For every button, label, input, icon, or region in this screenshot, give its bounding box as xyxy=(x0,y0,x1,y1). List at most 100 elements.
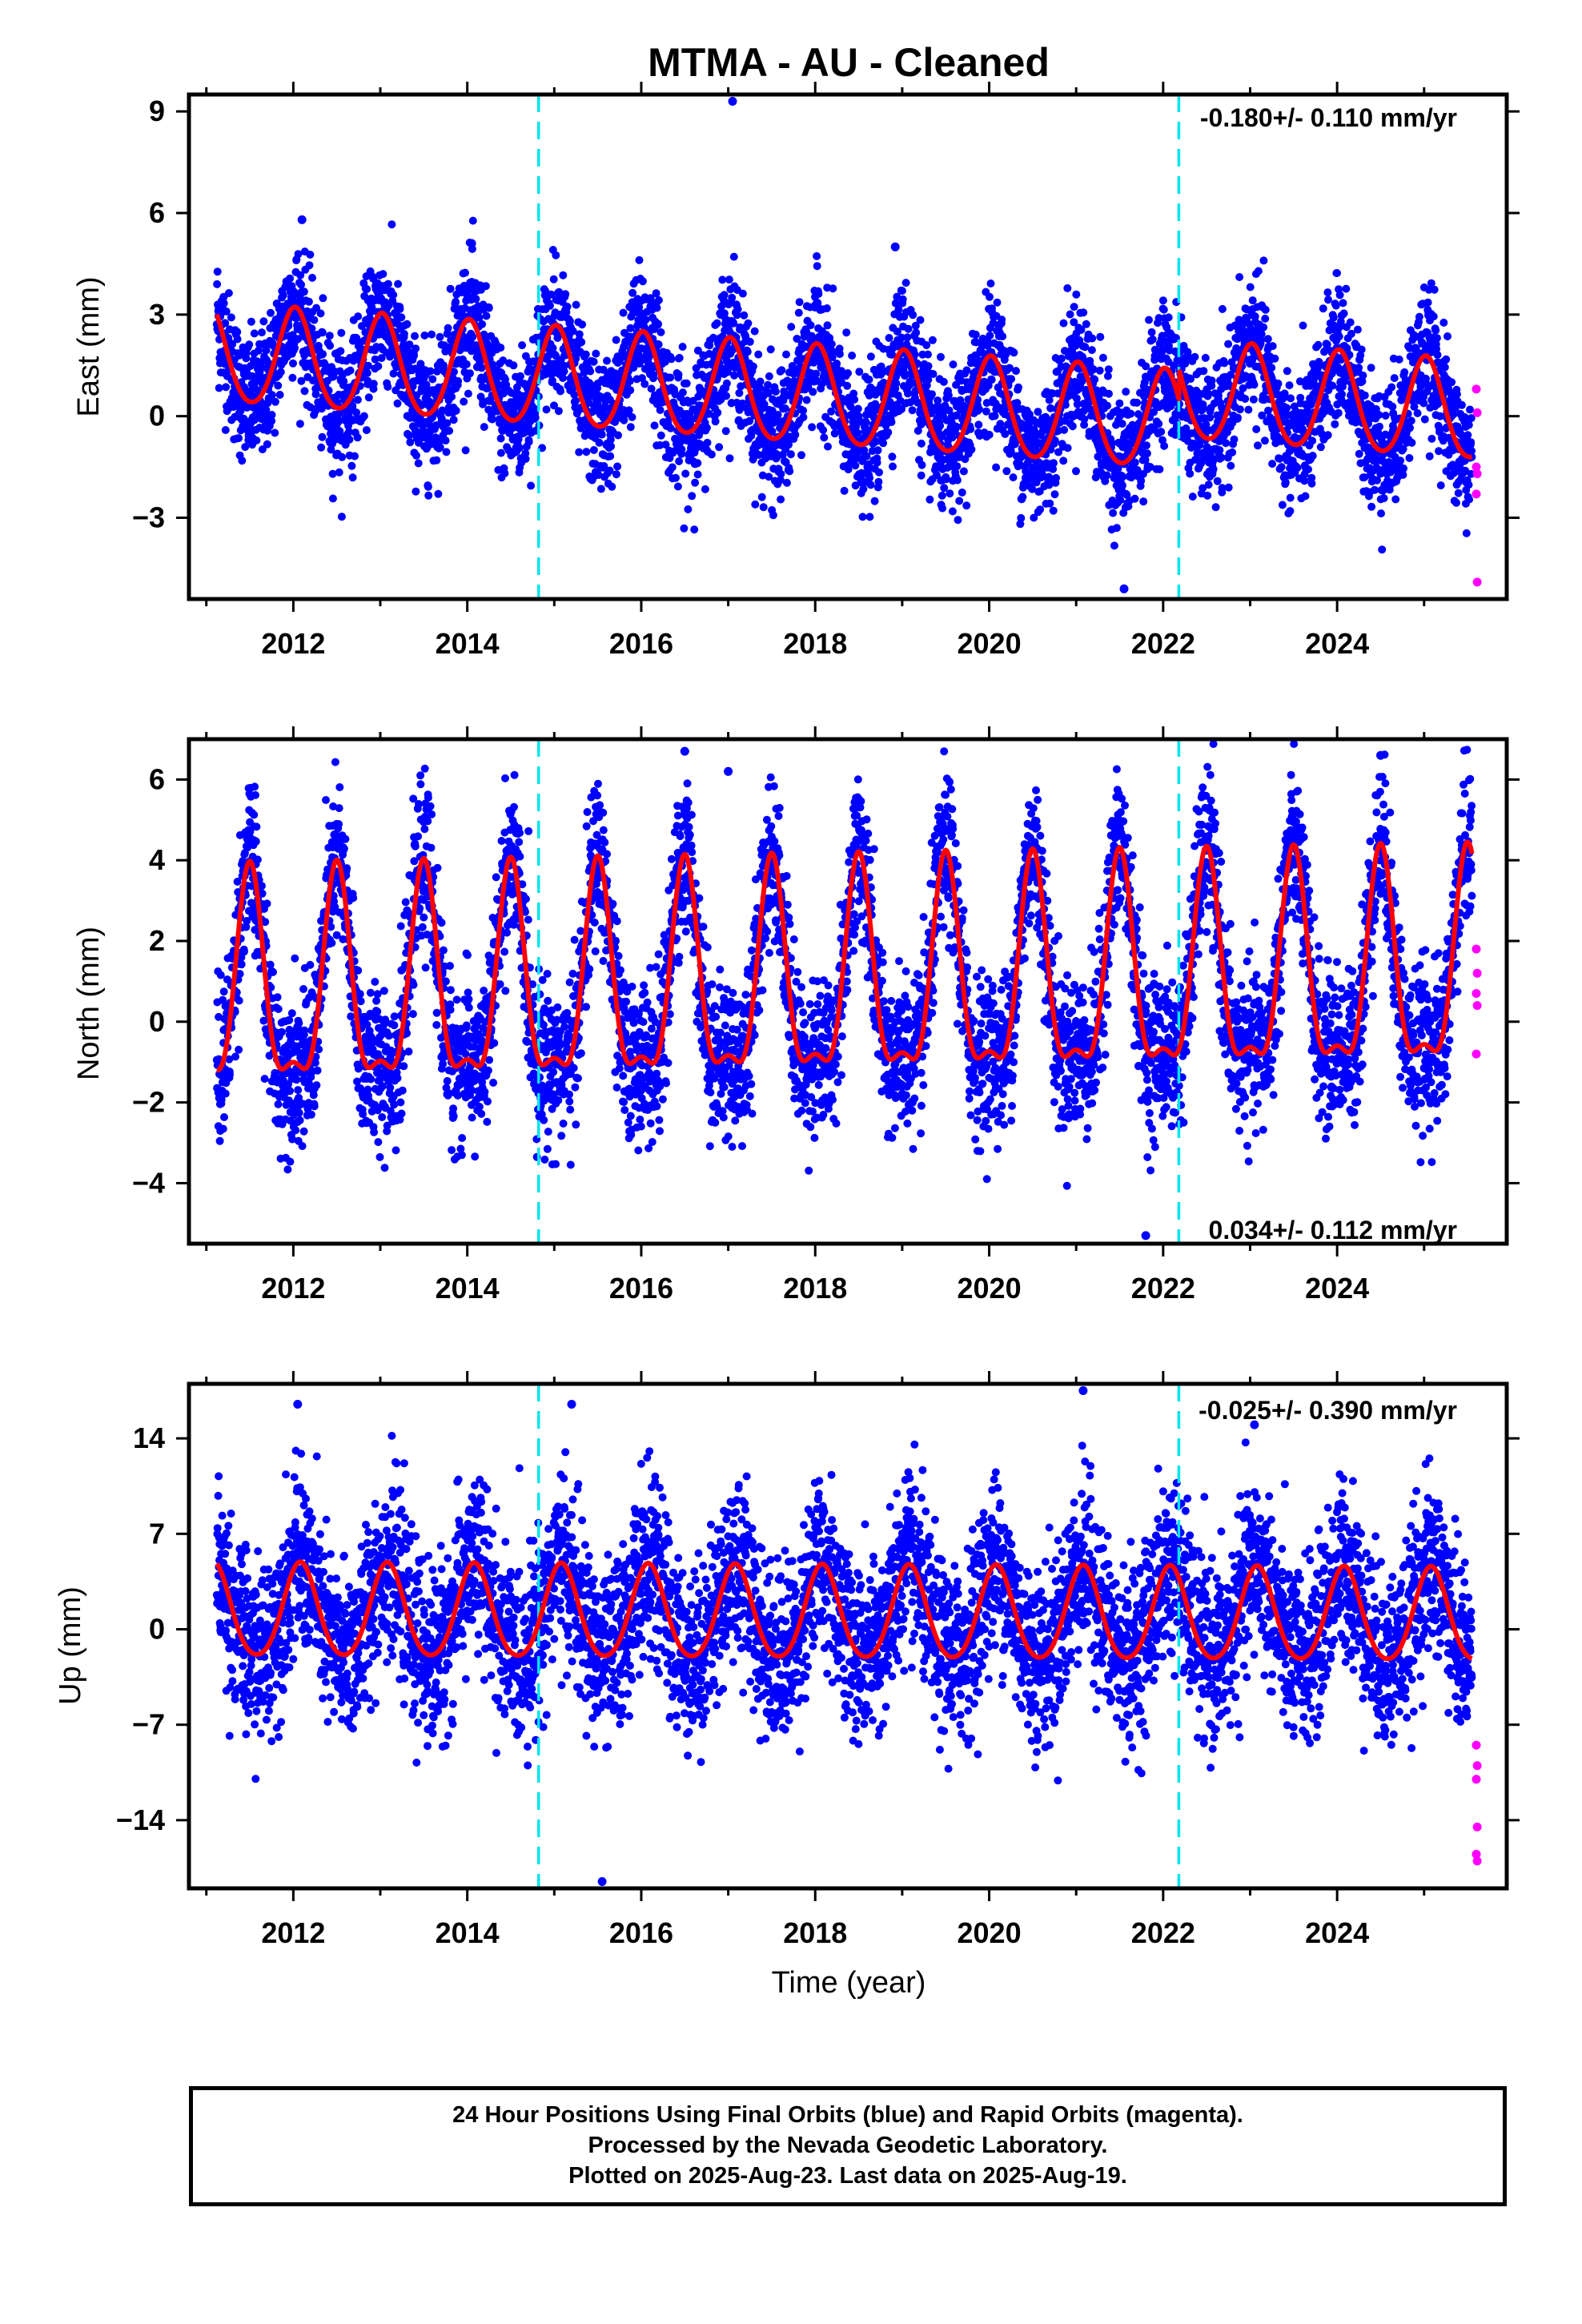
east-final-point xyxy=(1102,471,1111,480)
east-final-point xyxy=(318,432,327,441)
east-final-point xyxy=(1049,506,1058,515)
east-final-point xyxy=(688,492,697,501)
east-final-point xyxy=(1145,316,1153,324)
east-final-point xyxy=(1241,395,1250,403)
east-final-point xyxy=(1334,408,1343,417)
east-final-point xyxy=(824,442,832,451)
east-final-point xyxy=(276,368,285,376)
east-final-point xyxy=(531,413,540,422)
east-final-point xyxy=(383,279,392,288)
east-final-point xyxy=(1070,303,1078,312)
east-final-point xyxy=(396,304,404,313)
east-final-point xyxy=(884,428,893,436)
east-final-point xyxy=(766,345,775,354)
east-final-point xyxy=(889,462,897,471)
east-final-point xyxy=(1268,342,1277,351)
east-final-point xyxy=(377,354,386,363)
east-final-point xyxy=(1050,459,1058,468)
east-final-point xyxy=(794,308,803,317)
east-final-point xyxy=(829,284,837,293)
east-final-point xyxy=(466,369,474,378)
east-final-point xyxy=(1057,354,1066,363)
east-final-point xyxy=(938,491,946,500)
east-final-point xyxy=(233,335,242,344)
east-final-point xyxy=(674,370,683,379)
east-final-point xyxy=(337,513,346,521)
east-final-point xyxy=(436,332,444,341)
east-final-point xyxy=(336,347,345,356)
east-final-point xyxy=(299,287,308,296)
east-final-point xyxy=(412,344,420,353)
east-final-point xyxy=(799,413,808,421)
east-final-point xyxy=(1263,335,1272,344)
east-final-point xyxy=(367,304,376,312)
east-final-point xyxy=(928,390,936,399)
east-final-point xyxy=(953,476,962,485)
east-final-point xyxy=(1323,288,1332,297)
east-final-point xyxy=(624,406,633,415)
east-final-point xyxy=(693,470,702,479)
east-final-point xyxy=(721,427,730,436)
east-final-point xyxy=(974,420,983,429)
east-final-point xyxy=(678,343,687,351)
east-final-point xyxy=(711,417,720,426)
east-final-point xyxy=(929,370,938,378)
east-final-point xyxy=(247,362,255,370)
east-final-point xyxy=(1116,496,1125,505)
east-final-point xyxy=(1017,513,1026,522)
east-final-point xyxy=(851,461,860,470)
east-final-point xyxy=(592,349,600,358)
east-final-point xyxy=(1036,505,1045,514)
east-final-point xyxy=(987,376,996,384)
east-final-point xyxy=(908,406,917,415)
east-final-point xyxy=(1283,367,1291,376)
east-final-point xyxy=(638,277,647,286)
east-final-point xyxy=(1095,366,1104,375)
east-final-point xyxy=(406,438,415,447)
east-final-point xyxy=(428,330,436,339)
east-final-point xyxy=(263,440,271,448)
east-final-point xyxy=(715,443,724,452)
east-final-point xyxy=(1012,367,1020,376)
east-final-point xyxy=(477,364,486,372)
east-final-point xyxy=(452,406,460,415)
east-final-point xyxy=(917,471,926,480)
east-final-point xyxy=(1130,458,1139,467)
east-final-point xyxy=(1248,296,1257,305)
east-final-point xyxy=(675,353,684,362)
east-final-point xyxy=(974,404,983,413)
east-final-point xyxy=(656,431,665,440)
east-final-point xyxy=(1285,381,1294,390)
east-final-point xyxy=(577,338,586,347)
east-final-point xyxy=(348,401,357,410)
east-final-point xyxy=(916,316,925,324)
east-final-point xyxy=(897,287,906,296)
east-final-point xyxy=(718,275,727,284)
east-final-point xyxy=(1250,380,1259,389)
east-final-point xyxy=(575,330,584,339)
east-final-point xyxy=(691,478,700,487)
east-final-point xyxy=(393,399,402,408)
east-final-point xyxy=(954,516,962,525)
east-final-point xyxy=(750,327,759,336)
east-final-point xyxy=(1315,361,1323,370)
east-final-point xyxy=(1259,323,1268,332)
east-final-point xyxy=(288,373,297,382)
east-final-point xyxy=(677,445,686,454)
east-final-point xyxy=(1222,439,1231,448)
east-final-point xyxy=(678,388,687,397)
east-final-point xyxy=(866,352,875,361)
east-final-point xyxy=(259,317,268,326)
east-final-point xyxy=(328,494,337,503)
east-final-point xyxy=(652,289,661,298)
east-final-point xyxy=(1249,395,1258,404)
east-final-point xyxy=(274,381,283,390)
east-final-point xyxy=(667,355,676,364)
east-final-point xyxy=(499,356,508,365)
east-final-point xyxy=(357,322,366,331)
east-final-point xyxy=(625,376,634,385)
east-final-point xyxy=(672,473,680,482)
east-final-point xyxy=(311,407,319,416)
east-final-point xyxy=(394,279,403,288)
east-final-point xyxy=(262,405,271,414)
